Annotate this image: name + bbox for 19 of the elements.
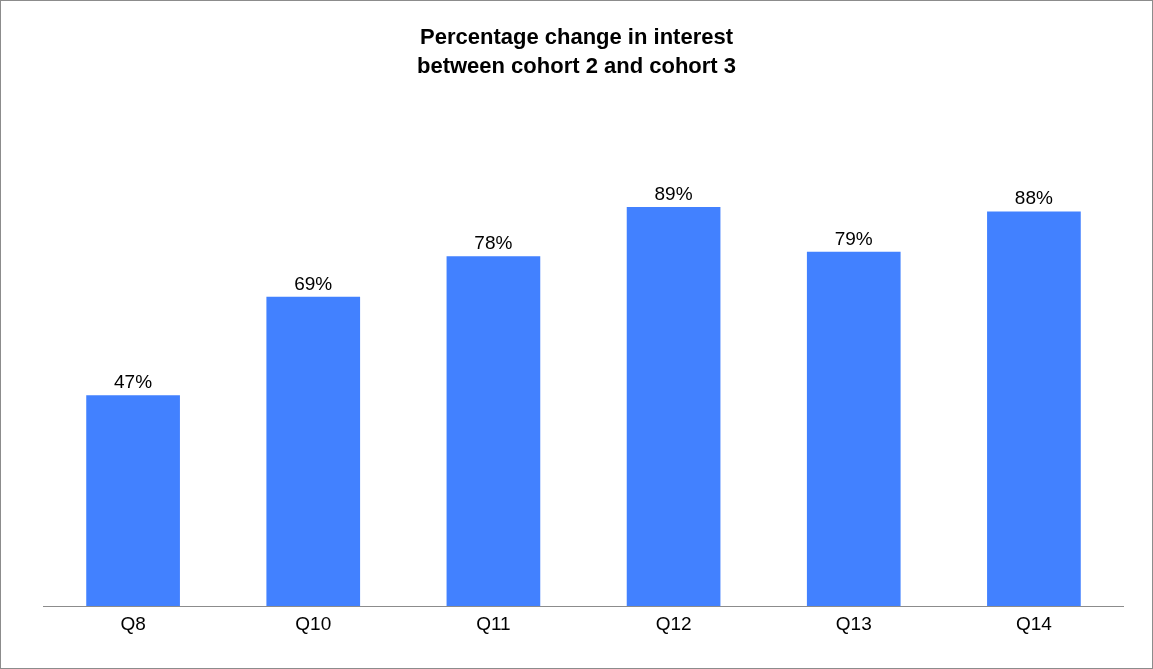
bar [266,296,361,606]
bar [626,207,721,606]
x-tick-label: Q14 [1015,612,1053,634]
data-label: 88% [1014,187,1053,209]
chart-title: Percentage change in interest between cohort 2 and cohort 3 [416,24,737,78]
bar [987,211,1081,606]
data-label: 78% [474,232,513,254]
bar [806,251,901,606]
data-label: 69% [294,272,333,294]
bar [446,256,541,606]
data-label: 89% [654,183,693,204]
x-tick-label: Q13 [835,612,872,634]
bar [86,395,180,606]
data-label: 47% [114,371,153,393]
x-tick-label: Q8 [120,612,146,634]
x-tick-label: Q10 [295,612,332,634]
data-label: 79% [834,227,873,249]
x-tick-label: Q12 [655,612,692,634]
x-tick-label: Q11 [476,612,511,634]
